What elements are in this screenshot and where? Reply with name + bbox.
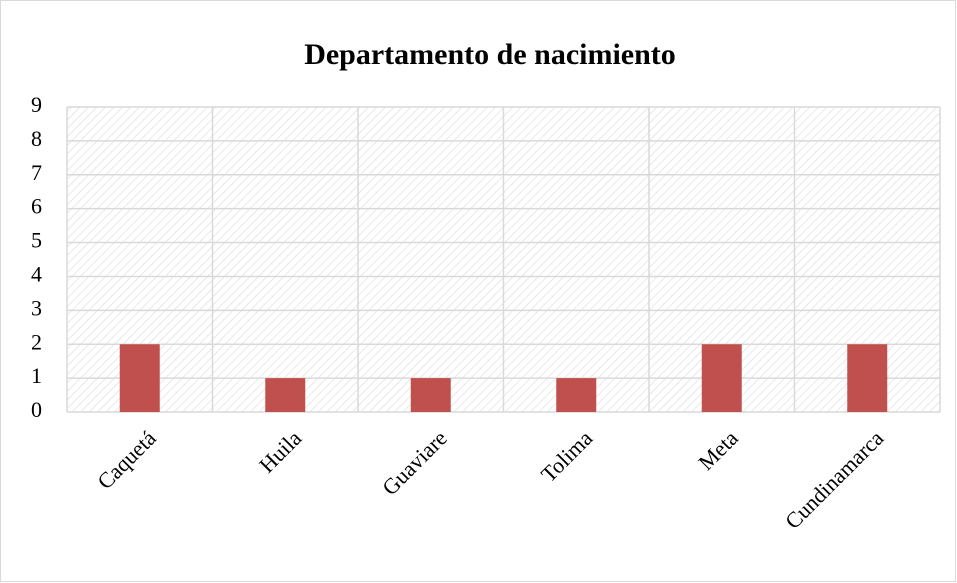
- bar: [265, 378, 306, 412]
- y-tick-label: 4: [31, 261, 42, 286]
- bar: [847, 344, 888, 412]
- y-tick-label: 0: [31, 397, 42, 422]
- y-tick-label: 5: [31, 228, 42, 253]
- y-tick-label: 3: [31, 295, 42, 320]
- y-tick-label: 8: [31, 126, 42, 151]
- y-tick-label: 7: [31, 160, 42, 185]
- bar: [701, 344, 742, 412]
- chart-title: Departamento de nacimiento: [304, 38, 676, 71]
- bar: [119, 344, 160, 412]
- y-tick-label: 2: [31, 329, 42, 354]
- y-tick-label: 1: [31, 363, 42, 388]
- bar: [556, 378, 597, 412]
- bar: [410, 378, 451, 412]
- y-tick-label: 9: [31, 92, 42, 117]
- y-tick-label: 6: [31, 194, 42, 219]
